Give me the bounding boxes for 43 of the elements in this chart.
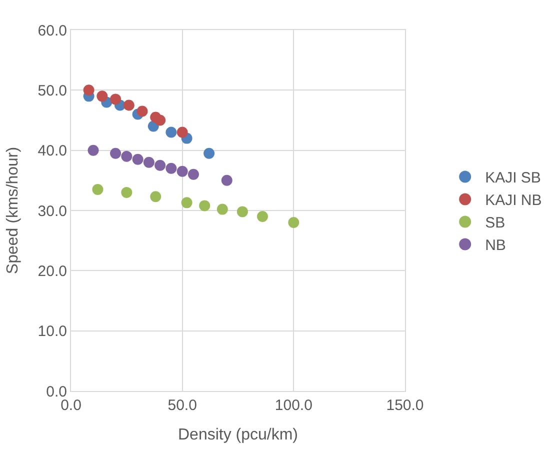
- legend-label: SB: [485, 214, 506, 232]
- y-axis-title: Speed (kms/hour): [4, 146, 22, 274]
- point: [110, 148, 122, 159]
- point: [136, 106, 148, 117]
- point: [83, 84, 94, 96]
- x-tick-label: 100.0: [274, 397, 312, 414]
- point: [288, 217, 300, 228]
- point: [123, 100, 134, 111]
- point: [110, 94, 122, 105]
- point: [166, 162, 177, 174]
- point: [256, 211, 268, 222]
- y-tick-label: 30.0: [38, 202, 67, 220]
- y-tick-label: 20.0: [38, 262, 67, 280]
- point: [216, 204, 228, 215]
- y-tick-label: 40.0: [38, 142, 67, 160]
- y-tick-label: 10.0: [38, 323, 67, 340]
- point: [96, 90, 108, 102]
- point: [221, 174, 232, 186]
- point: [199, 200, 210, 212]
- point: [176, 166, 188, 177]
- y-tick-label: 60.0: [38, 22, 67, 40]
- point: [176, 126, 188, 138]
- point: [154, 160, 166, 171]
- point: [204, 148, 215, 159]
- legend-label: KAJI SB: [485, 170, 541, 187]
- point: [236, 206, 248, 218]
- point: [143, 156, 154, 168]
- legend-label: NB: [485, 237, 506, 254]
- x-axis-title: Density (pcu/km): [178, 426, 298, 444]
- x-tick-label: 50.0: [168, 397, 197, 414]
- point: [166, 126, 177, 138]
- point: [121, 186, 132, 198]
- point: [150, 191, 162, 202]
- point: [92, 184, 104, 195]
- point: [121, 150, 132, 162]
- point: [154, 114, 166, 126]
- legend-label: KAJI NB: [485, 192, 542, 210]
- point: [88, 144, 99, 156]
- point: [132, 154, 144, 165]
- y-tick-label: 50.0: [38, 82, 67, 100]
- point: [181, 197, 192, 208]
- x-tick-label: 150.0: [386, 397, 424, 414]
- point: [188, 168, 199, 180]
